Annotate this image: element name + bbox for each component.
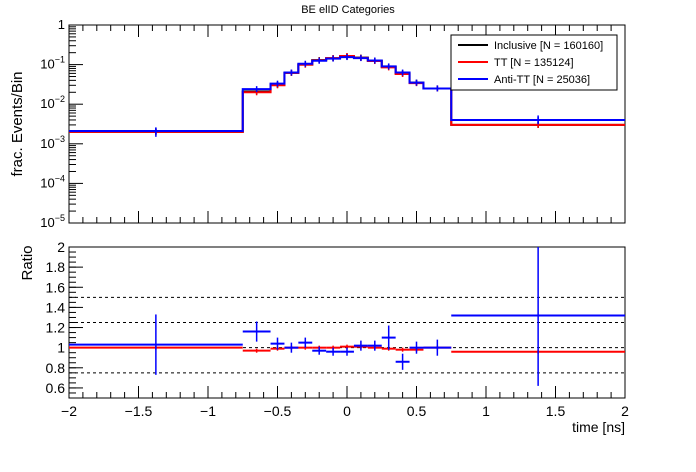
bottom-x-tick-label: −0.5 <box>264 403 292 419</box>
chart-title: BE elID Categories <box>301 4 395 16</box>
bottom-x-tick-label: 0.5 <box>407 403 427 419</box>
bottom-x-tick-label: −1 <box>200 403 216 419</box>
legend-label-inclusive: Inclusive [N = 160160] <box>494 40 603 52</box>
top-y-tick-label: 10−4 <box>40 173 65 190</box>
bottom-y-axis-label: Ratio <box>19 245 36 280</box>
bottom-axis-ticks: 0.6 0.8 1 1.2 1.4 1.6 1.8 2 −2 −1.5 −1 −0.5 0 0.5 1 1.5… <box>46 239 630 419</box>
bottom-x-tick-label: 0 <box>343 403 351 419</box>
top-y-tick-label: 10−5 <box>40 213 65 230</box>
bottom-x-tick-label: 1 <box>482 403 490 419</box>
bottom-y-tick-label: 1 <box>57 340 65 356</box>
top-y-tick-label: 1 <box>58 17 65 32</box>
legend: Inclusive [N = 160160] TT [N = 135124] A… <box>450 34 618 91</box>
bottom-x-tick-label: 2 <box>621 403 629 419</box>
ratio-reference-lines <box>69 296 625 374</box>
bottom-y-tick-label: 0.8 <box>46 360 66 376</box>
top-y-axis-label: frac. Events/Bin <box>9 71 26 176</box>
bottom-x-tick-label: −1.5 <box>125 403 153 419</box>
top-panel: 10−5 10−4 10−3 10−2 10−1 1 frac. Events/Bin I… <box>9 17 626 230</box>
top-y-tick-label: 10−3 <box>40 134 65 151</box>
top-y-tick-label: 10−1 <box>40 55 65 72</box>
bottom-y-tick-label: 0.6 <box>46 380 66 396</box>
top-y-tick-label: 10−2 <box>40 94 65 111</box>
bottom-series-group <box>69 247 625 386</box>
bottom-x-tick-label: 1.5 <box>546 403 566 419</box>
x-axis-label: time [ns] <box>572 419 625 435</box>
bottom-y-tick-label: 1.4 <box>46 299 66 315</box>
bottom-y-tick-label: 2 <box>57 239 65 255</box>
bottom-x-tick-label: −2 <box>61 403 77 419</box>
top-series-group <box>69 52 625 137</box>
bottom-panel: 0.6 0.8 1 1.2 1.4 1.6 1.8 2 −2 −1.5 −1 −0.5 0 0.5 1 1.5… <box>19 239 629 435</box>
bottom-y-tick-label: 1.8 <box>46 259 66 275</box>
legend-label-tt: TT [N = 135124] <box>494 57 574 69</box>
bottom-y-tick-label: 1.2 <box>46 320 66 336</box>
bottom-y-tick-label: 1.6 <box>46 279 66 295</box>
legend-label-anti-tt: Anti-TT [N = 25036] <box>494 74 590 86</box>
